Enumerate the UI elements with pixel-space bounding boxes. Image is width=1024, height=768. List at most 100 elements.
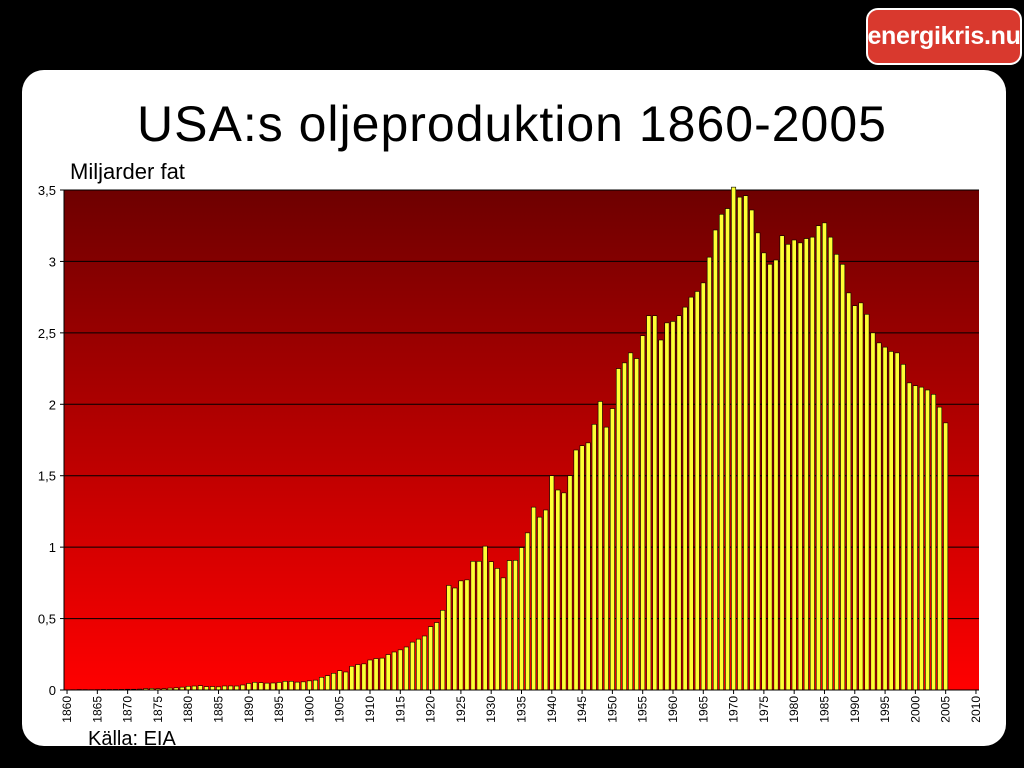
bar: [682, 306, 688, 691]
x-tick-label: 1975: [757, 696, 771, 723]
bar: [888, 351, 894, 691]
bar: [203, 686, 209, 691]
bar: [349, 665, 355, 691]
bar: [918, 386, 924, 691]
bar: [591, 423, 597, 691]
bar: [428, 626, 434, 691]
bar: [306, 680, 312, 691]
x-tick-label: 1935: [515, 696, 529, 723]
bar: [737, 196, 743, 691]
x-tick-label: 1895: [272, 696, 286, 723]
bar: [555, 489, 561, 691]
bar: [519, 547, 524, 691]
bar: [270, 682, 276, 691]
bar: [834, 253, 840, 691]
bar: [603, 426, 609, 691]
bar: [294, 681, 300, 691]
bar: [676, 315, 682, 691]
bar: [785, 243, 791, 691]
bar: [658, 339, 664, 691]
bar: [252, 681, 258, 691]
bar: [652, 315, 658, 691]
bar: [640, 335, 646, 691]
bar: [319, 676, 325, 691]
bar: [506, 560, 512, 691]
bar: [500, 577, 506, 691]
bar: [767, 263, 773, 691]
bar: [282, 680, 288, 691]
bar: [543, 509, 549, 691]
x-tick-label: 1920: [424, 696, 438, 723]
x-tick-label: 1980: [787, 696, 801, 723]
bar: [585, 442, 591, 691]
bar: [397, 649, 403, 691]
bar: [797, 242, 803, 691]
bar: [325, 675, 331, 691]
bar: [646, 315, 652, 691]
bar: [409, 641, 415, 691]
bar: [876, 342, 882, 691]
x-tick-label: 1940: [545, 696, 559, 723]
bar: [549, 475, 555, 691]
bar: [815, 225, 821, 691]
y-tick-label: 0,5: [38, 612, 56, 627]
x-tick-label: 2010: [969, 696, 983, 723]
x-tick-label: 1860: [60, 696, 74, 723]
bar: [434, 622, 440, 691]
bar: [725, 208, 731, 691]
bar: [197, 685, 203, 691]
bar: [240, 684, 246, 691]
bar: [228, 685, 234, 691]
bar: [458, 580, 464, 691]
bar: [246, 683, 252, 691]
y-tick-label: 2: [49, 397, 56, 412]
energikris-logo: energikris.nu: [866, 8, 1022, 65]
bar: [209, 686, 215, 691]
bar: [906, 382, 912, 691]
bar: [355, 664, 361, 691]
bar: [755, 232, 761, 691]
y-tick-label: 0: [49, 683, 56, 698]
bar: [312, 679, 318, 691]
x-tick-label: 1990: [848, 696, 862, 723]
bar: [846, 292, 852, 691]
bar: [622, 362, 627, 691]
x-tick-label: 1985: [817, 696, 831, 723]
bar: [567, 475, 573, 691]
bar: [191, 685, 197, 691]
bar: [185, 685, 191, 691]
x-tick-label: 1905: [333, 696, 347, 723]
bar: [373, 658, 379, 691]
bar: [573, 449, 579, 691]
bar: [925, 389, 930, 691]
bar: [779, 235, 785, 691]
bar: [731, 186, 737, 691]
x-tick-label: 1930: [484, 696, 498, 723]
bar: [452, 587, 458, 691]
bar: [264, 682, 270, 691]
x-tick-label: 1915: [393, 696, 407, 723]
bar: [609, 408, 615, 691]
bar: [343, 671, 349, 691]
bar: [882, 346, 888, 691]
chart-title: USA:s oljeproduktion 1860-2005: [137, 96, 887, 152]
bar: [821, 222, 827, 691]
bar: [361, 663, 367, 691]
x-tick-label: 2000: [908, 696, 922, 723]
bar: [761, 252, 767, 691]
bar: [931, 393, 937, 691]
bar: [615, 368, 621, 691]
x-tick-label: 1960: [666, 696, 680, 723]
y-tick-label: 1: [49, 540, 56, 555]
bar: [422, 635, 428, 691]
x-tick-label: 1955: [636, 696, 650, 723]
bar: [749, 209, 755, 691]
bar: [840, 263, 846, 691]
bar: [858, 302, 864, 691]
bar: [718, 213, 724, 691]
bar: [864, 313, 870, 691]
x-tick-label: 1870: [121, 696, 135, 723]
x-tick-label: 1865: [90, 696, 104, 723]
bar: [416, 638, 421, 691]
